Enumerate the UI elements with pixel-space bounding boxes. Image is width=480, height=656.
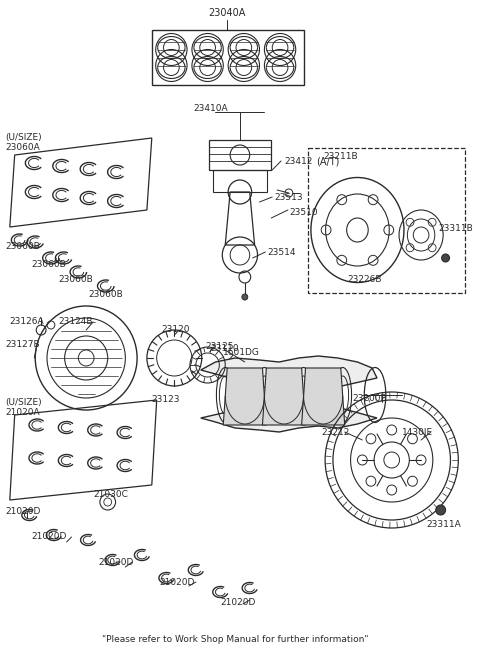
Text: 23040A: 23040A [208,8,246,18]
Text: 23514: 23514 [267,248,296,257]
Text: 21020D: 21020D [31,532,67,541]
Text: 21020D: 21020D [5,507,40,516]
Text: 23510: 23510 [289,208,317,217]
Text: 1430JE: 1430JE [401,428,432,437]
Circle shape [242,294,248,300]
Text: 23311B: 23311B [439,224,473,233]
Polygon shape [201,356,377,432]
Text: 23410A: 23410A [193,104,228,113]
Text: 23200B: 23200B [352,394,387,403]
Polygon shape [263,368,306,425]
Text: 23513: 23513 [274,193,303,202]
Text: 23125: 23125 [205,342,234,351]
Text: 23126A: 23126A [10,317,45,326]
Text: 23120: 23120 [162,325,190,334]
Bar [209,140,271,170]
Text: 21020D: 21020D [98,558,133,567]
Polygon shape [10,138,152,227]
Text: (U/SIZE): (U/SIZE) [5,398,42,407]
Text: 23110: 23110 [211,344,239,353]
Text: 23123: 23123 [152,395,180,404]
Text: 23060B: 23060B [88,290,123,299]
Text: "Please refer to Work Shop Manual for further information": "Please refer to Work Shop Manual for fu… [102,636,368,644]
Circle shape [436,505,445,515]
Text: 23212: 23212 [321,428,349,437]
Text: 21020D: 21020D [220,598,256,607]
Polygon shape [225,192,254,245]
Circle shape [442,254,449,262]
Text: (A/T): (A/T) [316,156,340,166]
Bar [309,148,465,293]
Text: 23311A: 23311A [426,520,461,529]
Text: 21020A: 21020A [5,408,39,417]
Text: 23060A: 23060A [5,143,40,152]
Text: (U/SIZE): (U/SIZE) [5,133,42,142]
Text: 23060B: 23060B [59,275,94,284]
Text: 21030C: 21030C [93,490,128,499]
Bar [213,170,267,192]
Polygon shape [301,368,345,425]
Text: 21020D: 21020D [160,578,195,587]
Text: 23124B: 23124B [59,317,93,326]
Polygon shape [10,400,156,500]
Polygon shape [223,368,266,425]
Text: 23060B: 23060B [31,260,66,269]
Text: 23211B: 23211B [323,152,358,161]
Text: 1601DG: 1601DG [223,348,260,357]
Text: 23412: 23412 [284,157,312,166]
Text: 23226B: 23226B [348,275,382,284]
Text: 23127B: 23127B [5,340,39,349]
Text: 23060B: 23060B [5,242,40,251]
Bar [152,30,303,85]
